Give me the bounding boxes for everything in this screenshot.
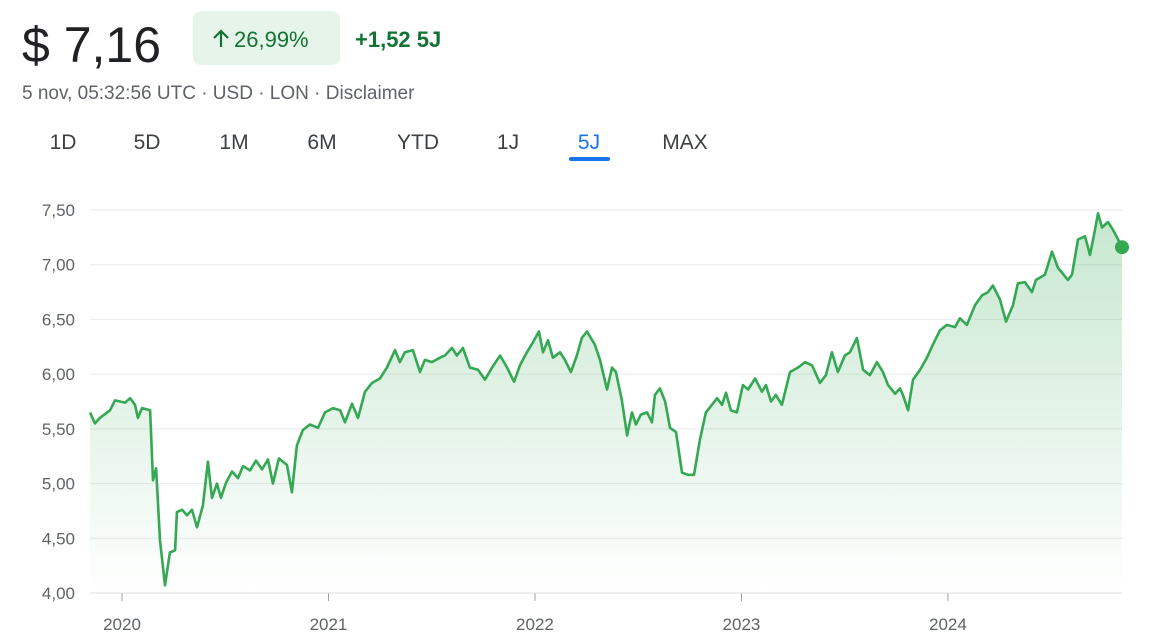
change-percent: 26,99% [234,27,309,52]
range-tab[interactable]: 5D [134,131,161,154]
range-tab[interactable]: MAX [662,131,708,154]
price-line [88,212,1124,587]
y-tick-label: 7,00 [42,256,75,275]
y-tick-label: 6,50 [42,310,75,329]
y-tick-label: 5,50 [42,420,75,439]
change-badge [193,11,340,65]
range-tab[interactable]: 1D [50,131,77,154]
y-tick-label: 4,00 [42,584,75,603]
x-tick-label: 2020 [103,615,141,634]
price-meta: 5 nov, 05:32:56 UTC · USD · LON · Discla… [22,83,415,104]
y-tick-label: 7,50 [42,201,75,220]
area-fill [90,213,1122,594]
range-tab[interactable]: YTD [397,131,439,154]
x-tick-label: 2023 [723,615,761,634]
last-point [1115,240,1129,255]
y-tick-label: 6,00 [42,365,75,384]
y-tick-label: 4,50 [42,529,75,548]
price: $ 7,16 [22,17,161,73]
x-tick-label: 2022 [516,615,554,634]
range-tab[interactable]: 1J [497,131,519,154]
up-arrow [213,29,229,47]
tab-underline [569,157,610,161]
y-tick-label: 5,00 [42,475,75,494]
range-tab[interactable]: 6M [307,131,336,154]
change-value: +1,52 5J [355,27,441,52]
range-tab[interactable]: 5J [578,131,600,154]
x-tick-label: 2021 [310,615,348,634]
range-tab[interactable]: 1M [219,131,248,154]
x-tick-label: 2024 [929,615,967,634]
